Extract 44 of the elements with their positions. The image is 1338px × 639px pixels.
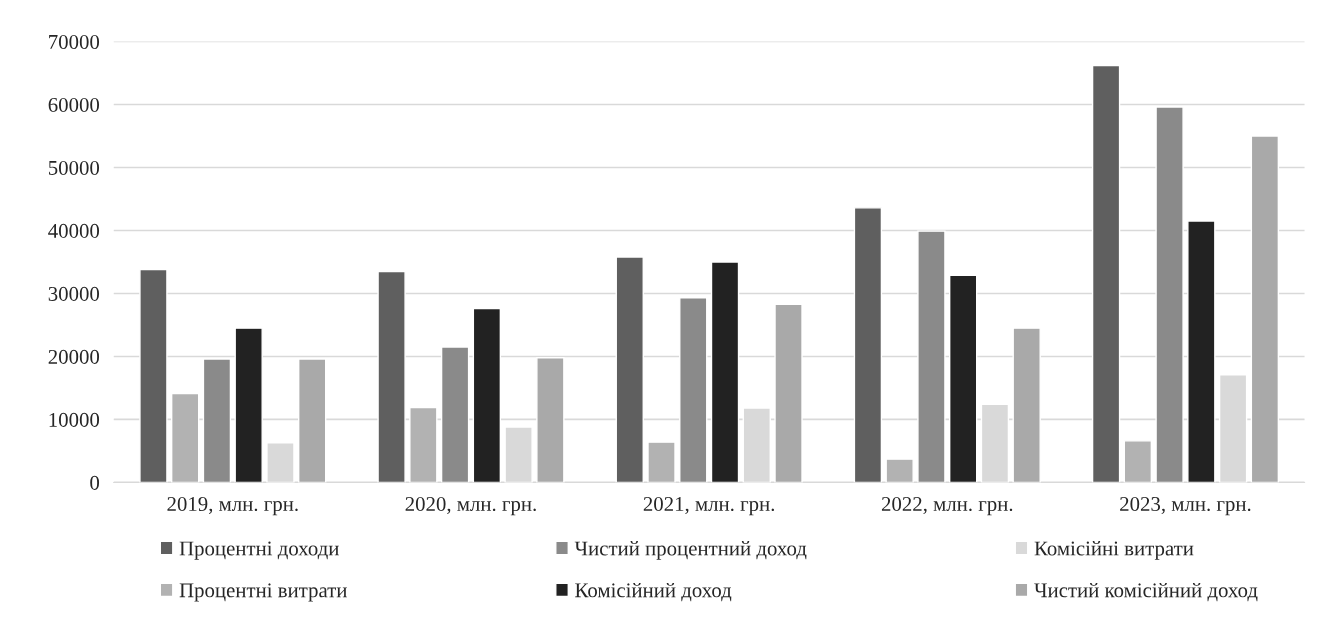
x-tick-label: 2019, млн. грн. <box>167 496 298 516</box>
bar <box>536 357 565 483</box>
y-tick-label: 20000 <box>48 349 100 364</box>
bar <box>266 442 295 483</box>
bar <box>1250 135 1280 483</box>
legend-label: Комісійний доход <box>575 582 732 602</box>
y-tick-label: 60000 <box>48 97 100 112</box>
y-tick-label: 50000 <box>48 160 100 175</box>
bar <box>504 426 533 483</box>
x-tick-label: 2022, млн. грн. <box>881 496 1013 516</box>
x-tick-label: 2023, млн. грн. <box>1120 496 1251 516</box>
bar <box>377 270 406 483</box>
y-tick-label: 40000 <box>48 223 100 238</box>
bar <box>615 256 644 483</box>
bar <box>1187 220 1216 483</box>
bar <box>948 274 978 483</box>
bar <box>710 261 740 483</box>
bar <box>1155 106 1184 483</box>
bar <box>647 441 676 483</box>
legend-label: Комісійні витрати <box>1034 541 1194 560</box>
x-tick-label: 2020, млн. грн. <box>405 496 536 516</box>
legend-label: Процентні витрати <box>179 583 347 602</box>
bar <box>440 346 470 483</box>
y-tick-label: 0 <box>90 475 100 490</box>
bar <box>234 327 263 483</box>
bar <box>679 297 708 483</box>
bar <box>409 406 438 483</box>
bar <box>170 392 200 483</box>
y-tick-label: 10000 <box>49 412 100 427</box>
legend-label: Процентні доходи <box>179 541 339 560</box>
bar <box>917 230 946 483</box>
bar <box>774 303 803 483</box>
bar <box>202 358 232 483</box>
y-tick-label: 70000 <box>49 34 100 49</box>
bar <box>1012 327 1041 483</box>
legend-label: Чистий комісійний доход <box>1034 582 1258 602</box>
bar <box>853 207 883 483</box>
bar <box>139 268 168 483</box>
bar <box>298 358 327 483</box>
legend-label: Чистий процентний доход <box>574 541 807 560</box>
y-tick-label: 30000 <box>48 286 100 301</box>
bar <box>472 307 502 483</box>
bar <box>885 458 914 483</box>
x-tick-label: 2021, млн. грн. <box>643 496 775 516</box>
